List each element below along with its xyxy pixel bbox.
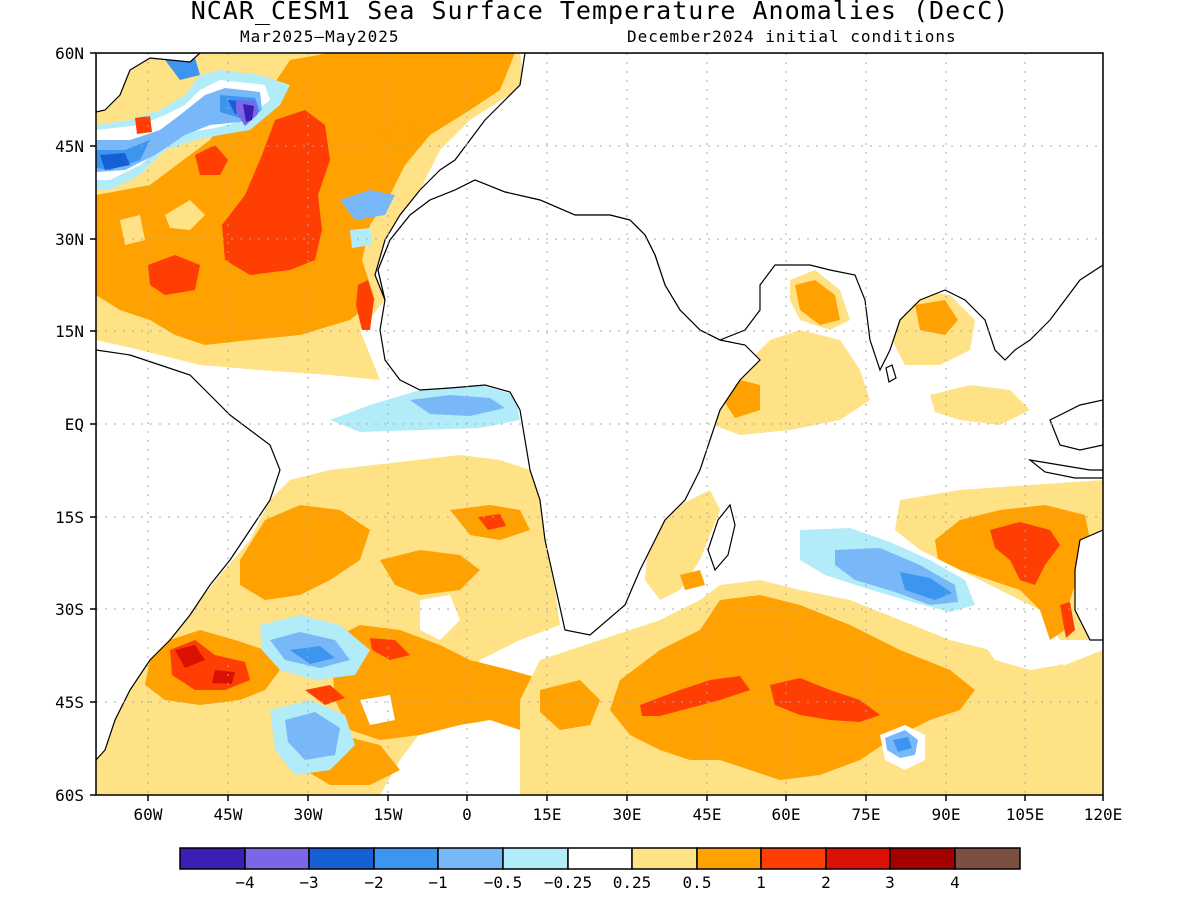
colorbar-labels: −4 −3 −2 −1 −0.5 −0.25 0.25 0.5 1 2 3 4 (235, 873, 959, 892)
colorbar (179, 847, 1021, 870)
lon-label: 30W (294, 805, 323, 824)
south-america-landmass (96, 349, 281, 761)
anomaly-region (350, 228, 372, 248)
axis-ticks (90, 52, 1104, 801)
anomaly-field (96, 53, 1103, 795)
indonesia-landmass (1027, 399, 1103, 479)
colorbar-swatch (437, 847, 504, 870)
anomaly-region (290, 646, 335, 664)
anomaly-region (770, 678, 880, 722)
anomaly-region (356, 280, 374, 330)
lat-label: 60S (55, 786, 84, 805)
colorbar-label: −0.25 (544, 873, 592, 892)
anomaly-region (195, 145, 228, 175)
colorbar-label: 1 (756, 873, 766, 892)
initial-conditions: December2024 initial conditions (627, 27, 957, 46)
lon-label: 90E (932, 805, 961, 824)
anomaly-region (148, 255, 200, 295)
anomaly-region (680, 570, 705, 590)
anomaly-region (915, 300, 958, 335)
colorbar-label: 0.25 (613, 873, 652, 892)
anomaly-region (1060, 602, 1075, 638)
anomaly-region (893, 737, 912, 752)
lon-label: 45E (693, 805, 722, 824)
colorbar-swatch (502, 847, 569, 870)
anomaly-region (240, 505, 370, 600)
lat-label: EQ (65, 415, 84, 434)
anomaly-region (900, 572, 952, 600)
africa-landmass (377, 179, 761, 636)
lon-label: 60E (772, 805, 801, 824)
anomaly-region (340, 190, 395, 220)
colorbar-swatch (954, 847, 1021, 870)
anomaly-region (120, 215, 145, 245)
anomaly-region (285, 712, 340, 760)
lon-label: 45W (214, 805, 243, 824)
forecast-period: Mar2025—May2025 (240, 27, 400, 46)
lon-label: 105E (1006, 805, 1045, 824)
land-masses (96, 53, 1103, 761)
longitude-labels: 60W 45W 30W 15W 0 15E 30E 45E 60E 75E 90… (134, 805, 1123, 824)
lat-label: 45N (55, 137, 84, 156)
colorbar-label: −0.5 (484, 873, 523, 892)
lon-label: 120E (1084, 805, 1123, 824)
colorbar-swatch (696, 847, 762, 870)
sri-lanka-landmass (885, 364, 897, 383)
anomaly-region (990, 522, 1060, 585)
colorbar-swatch (308, 847, 375, 870)
anomaly-region (175, 645, 235, 684)
colorbar-swatch (179, 847, 246, 870)
colorbar-label: 3 (885, 873, 895, 892)
colorbar-swatch (889, 847, 956, 870)
lat-label: 60N (55, 44, 84, 63)
lon-label: 60W (134, 805, 163, 824)
colorbar-swatch (567, 847, 633, 870)
anomaly-region (243, 104, 254, 122)
anomaly-region (540, 680, 600, 730)
lat-label: 30S (55, 600, 84, 619)
lon-label: 30E (613, 805, 642, 824)
lon-label: 75E (852, 805, 881, 824)
colorbar-swatch (373, 847, 439, 870)
colorbar-label: −4 (235, 873, 254, 892)
anomaly-region (640, 676, 750, 716)
colorbar-swatch (825, 847, 891, 870)
anomaly-region (135, 116, 152, 134)
anomaly-region (222, 110, 330, 275)
graticule (96, 53, 1103, 795)
colorbar-label: 0.5 (683, 873, 712, 892)
colorbar-label: 4 (950, 873, 960, 892)
colorbar-swatch (244, 847, 310, 870)
colorbar-swatch (760, 847, 827, 870)
madagascar-landmass (707, 503, 736, 572)
greenland-landmass (96, 53, 201, 113)
colorbar-label: −2 (364, 873, 383, 892)
australia-landmass (1074, 529, 1103, 641)
colorbar-label: 2 (821, 873, 831, 892)
anomaly-region (305, 638, 410, 705)
anomaly-region (1040, 660, 1103, 795)
lat-label: 30N (55, 230, 84, 249)
anomaly-region (980, 615, 1060, 670)
colorbar-label: −1 (428, 873, 447, 892)
colorbar-label: −3 (299, 873, 318, 892)
colorbar-swatch (631, 847, 698, 870)
lat-label: 45S (55, 693, 84, 712)
lon-label: 0 (462, 805, 472, 824)
lon-label: 15E (533, 805, 562, 824)
anomaly-region (478, 514, 506, 530)
latitude-labels: 60N 45N 30N 15N EQ 15S 30S 45S 60S (55, 44, 84, 805)
lat-label: 15N (55, 322, 84, 341)
map-title: NCAR_CESM1 Sea Surface Temperature Anoma… (190, 0, 1010, 25)
lat-label: 15S (55, 508, 84, 527)
anomaly-region (410, 395, 505, 416)
anomaly-region (930, 385, 1030, 425)
anomaly-region (360, 595, 460, 725)
anomaly-region (795, 280, 840, 325)
anomaly-region (380, 125, 420, 150)
lon-label: 15W (374, 805, 403, 824)
anomaly-region (380, 550, 480, 595)
anomaly-region (165, 200, 205, 230)
